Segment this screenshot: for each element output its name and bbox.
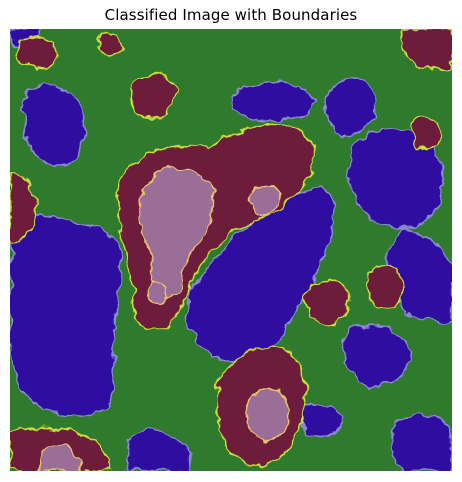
highland-region	[365, 265, 404, 308]
classified-image	[10, 29, 452, 471]
water-region	[390, 414, 452, 471]
classified-map	[10, 29, 452, 471]
highland-region	[10, 172, 36, 243]
water-region	[125, 429, 193, 471]
figure-title: Classified Image with Boundaries	[104, 6, 358, 24]
highland-region	[96, 32, 122, 57]
water-region	[22, 84, 86, 167]
peak-region	[139, 165, 214, 300]
water-region	[324, 77, 377, 136]
highland-region	[130, 73, 176, 121]
peak-region	[38, 444, 81, 471]
peak-region	[148, 281, 167, 305]
water-region	[387, 228, 452, 323]
peak-region	[245, 389, 289, 443]
highland-region	[412, 117, 441, 149]
highland-region	[400, 29, 452, 71]
highland-region	[304, 279, 349, 325]
water-region	[232, 81, 316, 121]
water-region	[341, 325, 411, 387]
highland-region	[16, 37, 59, 68]
peak-region	[247, 182, 281, 216]
water-region	[10, 213, 122, 418]
